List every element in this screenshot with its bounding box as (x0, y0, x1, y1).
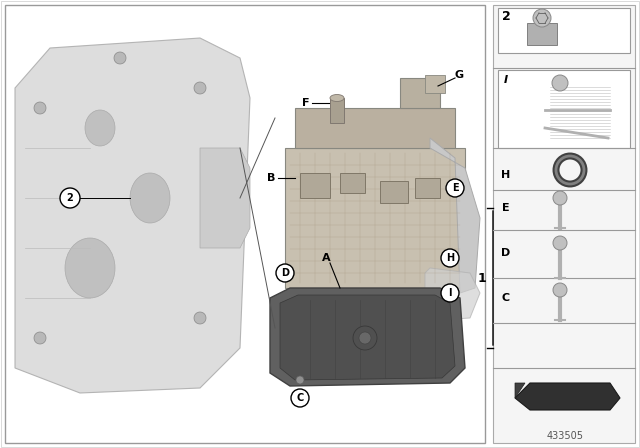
Circle shape (553, 283, 567, 297)
Ellipse shape (65, 238, 115, 298)
Ellipse shape (130, 173, 170, 223)
Text: D: D (501, 248, 511, 258)
Polygon shape (515, 383, 525, 398)
Polygon shape (430, 138, 480, 293)
Bar (340, 173, 365, 193)
Text: I: I (504, 75, 508, 85)
Bar (493, 5, 635, 443)
Circle shape (441, 284, 459, 302)
Bar (5, 5, 485, 443)
Text: H: H (446, 253, 454, 263)
Ellipse shape (330, 95, 344, 102)
Polygon shape (515, 383, 620, 410)
Circle shape (359, 332, 371, 344)
Circle shape (296, 376, 304, 384)
Circle shape (276, 264, 294, 282)
Text: 433505: 433505 (547, 431, 584, 441)
Bar (400, 78, 440, 108)
Circle shape (114, 52, 126, 64)
Bar (295, 108, 455, 148)
Circle shape (194, 82, 206, 94)
Bar (415, 178, 440, 198)
Polygon shape (280, 295, 455, 380)
Bar (498, 8, 630, 53)
Text: 1: 1 (477, 271, 486, 284)
Polygon shape (425, 268, 480, 320)
Text: E: E (502, 203, 510, 213)
Text: C: C (502, 293, 510, 303)
Circle shape (441, 249, 459, 267)
Ellipse shape (85, 110, 115, 146)
Circle shape (291, 389, 309, 407)
Bar (285, 148, 465, 288)
Bar (498, 70, 630, 148)
Text: E: E (452, 183, 458, 193)
Circle shape (353, 326, 377, 350)
Text: I: I (448, 288, 452, 298)
Circle shape (194, 312, 206, 324)
Text: H: H (501, 170, 511, 180)
Polygon shape (15, 38, 250, 393)
Bar (527, 23, 557, 45)
Bar (425, 75, 445, 93)
Bar (330, 98, 344, 123)
Circle shape (34, 102, 46, 114)
Text: B: B (267, 173, 275, 183)
Text: F: F (302, 98, 310, 108)
Bar (300, 173, 330, 198)
Circle shape (552, 75, 568, 91)
Circle shape (34, 332, 46, 344)
Text: D: D (281, 268, 289, 278)
Bar (380, 181, 408, 203)
Text: 2: 2 (502, 9, 510, 22)
Text: 2: 2 (67, 193, 74, 203)
Circle shape (533, 9, 551, 27)
Text: G: G (454, 70, 463, 80)
Circle shape (446, 179, 464, 197)
Circle shape (553, 191, 567, 205)
Circle shape (60, 188, 80, 208)
Text: C: C (296, 393, 303, 403)
Circle shape (553, 236, 567, 250)
Polygon shape (200, 148, 250, 248)
Text: A: A (322, 253, 330, 263)
Polygon shape (270, 288, 465, 386)
